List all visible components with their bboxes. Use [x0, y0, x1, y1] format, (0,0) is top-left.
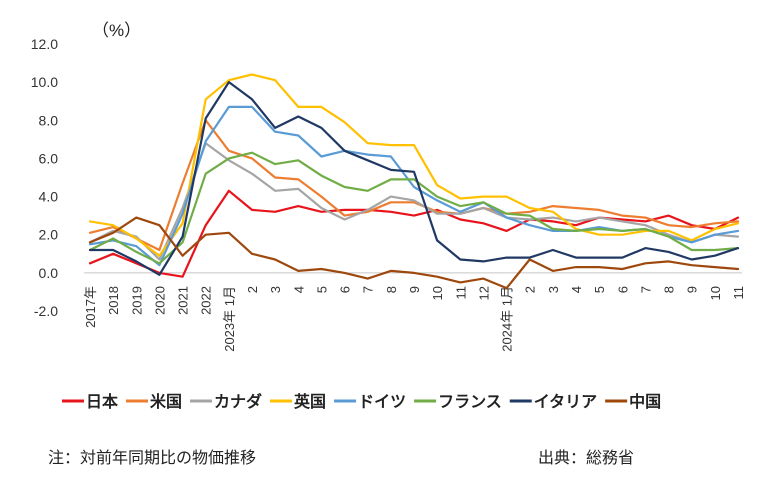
y-tick-label: 2.0: [39, 227, 59, 243]
legend-label: 日本: [86, 392, 118, 411]
y-tick-label: 12.0: [31, 36, 58, 52]
source-note: 出典：総務省: [538, 450, 635, 467]
x-tick-label: 10: [430, 286, 445, 300]
x-tick-label: 2: [245, 286, 260, 293]
x-tick-label: 5: [314, 286, 329, 293]
legend-label: フランス: [438, 394, 502, 411]
x-tick-label: 4: [291, 286, 306, 293]
legend-label: イタリア: [534, 393, 597, 411]
x-tick-label: 2022: [199, 286, 214, 315]
x-tick-label: 9: [407, 286, 422, 293]
x-tick-label: 9: [685, 286, 700, 293]
x-tick-label: 7: [361, 286, 376, 293]
x-tick-label: 4: [569, 286, 584, 293]
y-tick-label: 8.0: [39, 112, 59, 128]
x-tick-label: 6: [615, 286, 630, 293]
y-tick-label: 0.0: [39, 265, 59, 281]
series-line-フランス: [88, 151, 740, 265]
x-tick-label: 2019: [129, 286, 144, 315]
series-line-ドイツ: [88, 105, 740, 267]
footnote: 注：対前年同期比の物価推移: [48, 450, 257, 467]
legend: 日本 米国 カナダ 英国 ドイツ フランス イタリア 中国: [62, 392, 661, 411]
y-tick-label: 4.0: [39, 189, 59, 205]
x-tick-label: 11: [731, 286, 746, 300]
y-axis-ticks: 12.0 10.0 8.0 6.0 4.0 2.0 0.0 -2.0: [31, 36, 58, 319]
x-tick-label: 2021: [176, 286, 191, 315]
x-tick-label: 2024年 1月: [500, 286, 515, 352]
y-tick-label: 10.0: [31, 74, 58, 90]
x-tick-label: 8: [384, 286, 399, 293]
x-tick-label: 2: [523, 286, 538, 293]
x-tick-label: 3: [546, 286, 561, 293]
x-tick-label: 11: [453, 286, 468, 300]
x-axis-ticks: 2017年 2018 2019 2020 2021 2022 2023年 1月 2 3 4 5 6 7 8…: [83, 286, 746, 352]
y-axis-unit-label: （%）: [92, 21, 141, 40]
x-tick-label: 3: [268, 286, 283, 293]
x-tick-label: 2023年 1月: [222, 286, 237, 352]
x-tick-label: 7: [638, 286, 653, 293]
y-tick-label: 6.0: [39, 150, 59, 166]
x-tick-label: 2018: [106, 286, 121, 315]
x-tick-label: 6: [338, 286, 353, 293]
x-tick-label: 5: [592, 286, 607, 293]
series-line-英国: [88, 73, 740, 257]
legend-label: 中国: [629, 392, 661, 411]
legend-label: ドイツ: [358, 394, 406, 411]
series-line-中国: [88, 216, 740, 290]
x-tick-label: 2017年: [83, 286, 98, 328]
legend-label: 英国: [293, 392, 326, 411]
y-tick-label: -2.0: [34, 303, 58, 319]
x-tick-label: 8: [662, 286, 677, 293]
x-tick-label: 12: [476, 286, 491, 300]
series-lines: [88, 73, 740, 290]
x-tick-label: 10: [708, 286, 723, 300]
legend-label: 米国: [150, 392, 182, 411]
x-tick-label: 2020: [152, 286, 167, 315]
legend-label: カナダ: [214, 392, 262, 411]
series-line-イタリア: [88, 80, 740, 276]
